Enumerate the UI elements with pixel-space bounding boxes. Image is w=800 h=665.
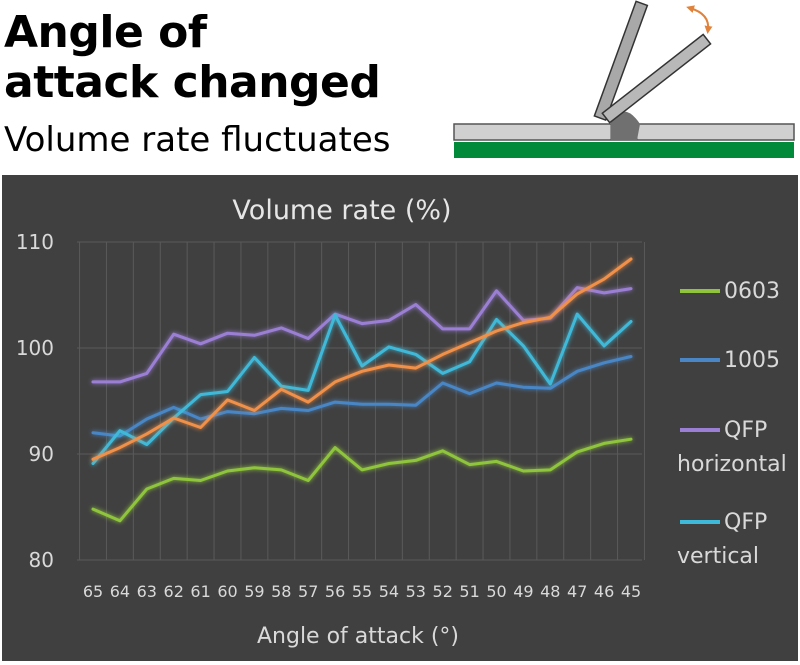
x-tick-label: 60 <box>217 582 237 601</box>
legend-item: 1005 <box>680 348 780 373</box>
legend-label: QFP <box>724 510 767 535</box>
x-tick-label: 46 <box>594 582 614 601</box>
legend-item: 0603 <box>680 279 780 304</box>
x-tick-label: 64 <box>110 582 130 601</box>
x-tick-label: 53 <box>406 582 426 601</box>
x-tick-label: 54 <box>379 582 399 601</box>
squeegee-blade-steep <box>593 0 649 122</box>
series-line-1 <box>91 355 633 438</box>
page-title: Angle of attack changed <box>4 7 381 108</box>
y-axis-ticks: 80 90 100 110 <box>16 230 54 572</box>
legend-label: horizontal <box>677 452 787 477</box>
legend-item: QFP vertical <box>677 510 767 569</box>
x-tick-label: 63 <box>137 582 157 601</box>
squeegee-blade-shallow <box>601 33 712 124</box>
x-tick-label: 51 <box>459 582 479 601</box>
header: Angle of attack changed Volume rate fluc… <box>0 0 800 170</box>
y-tick-label: 80 <box>29 548 54 572</box>
x-axis-label: Angle of attack (°) <box>257 624 459 649</box>
legend-item: QFP horizontal <box>677 418 787 477</box>
angle-change-arrow <box>686 5 713 34</box>
x-tick-label: 47 <box>567 582 587 601</box>
x-tick-label: 62 <box>164 582 184 601</box>
legend-label: 0603 <box>724 279 780 304</box>
x-tick-label: 61 <box>190 582 210 601</box>
x-tick-label: 45 <box>621 582 641 601</box>
series-line-0 <box>91 437 633 523</box>
chart-title: Volume rate (%) <box>232 195 451 226</box>
page-subtitle: Volume rate fluctuates <box>4 120 391 160</box>
legend-label: 1005 <box>724 348 780 373</box>
x-tick-label: 49 <box>513 582 533 601</box>
x-tick-label: 52 <box>433 582 453 601</box>
legend: 0603 1005 QFP horizontal QFP vertical <box>677 279 787 569</box>
x-tick-label: 65 <box>83 582 103 601</box>
title-line-2: attack changed <box>4 57 381 108</box>
series-line-4 <box>91 257 633 461</box>
x-tick-label: 55 <box>352 582 372 601</box>
y-tick-label: 90 <box>29 442 54 466</box>
series <box>91 257 633 523</box>
x-tick-label: 57 <box>298 582 318 601</box>
title-line-1: Angle of <box>4 7 207 58</box>
grid <box>77 241 645 561</box>
x-tick-label: 56 <box>325 582 345 601</box>
volume-rate-chart: Volume rate (%) 80 90 100 110 65 64 63 62 61 60 5… <box>16 195 787 649</box>
legend-label: QFP <box>724 418 767 443</box>
x-tick-label: 58 <box>271 582 291 601</box>
y-tick-label: 100 <box>16 336 54 360</box>
series-line-2 <box>91 286 633 384</box>
series-line-3 <box>91 312 633 465</box>
circuit-board <box>454 142 794 158</box>
chart-panel: Volume rate (%) 80 90 100 110 65 64 63 62 61 60 5… <box>2 175 798 661</box>
legend-label: vertical <box>677 544 759 569</box>
solder-paste <box>611 111 640 140</box>
x-tick-label: 59 <box>244 582 264 601</box>
x-tick-label: 50 <box>486 582 506 601</box>
x-tick-label: 48 <box>540 582 560 601</box>
squeegee-angle-icon <box>453 0 795 158</box>
y-tick-label: 110 <box>16 230 54 254</box>
x-axis-ticks: 65 64 63 62 61 60 59 58 57 56 55 54 53 52 51 50 49 48 47 46… <box>83 582 641 601</box>
